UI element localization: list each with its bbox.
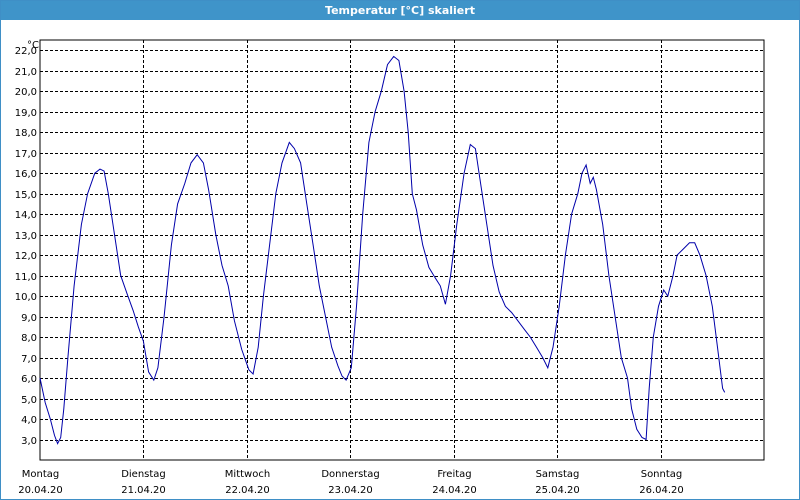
y-tick-label: 15,0 bbox=[15, 190, 37, 201]
x-axis-labels: Montag 20.04.20 Dienstag 21.04.20 Mittwoch 22… bbox=[18, 469, 684, 496]
y-tick-label: 14,0 bbox=[15, 210, 37, 221]
grid-lines bbox=[40, 40, 764, 460]
y-tick-label: 5,0 bbox=[21, 395, 37, 406]
plot-area bbox=[39, 39, 765, 461]
y-tick-label: 16,0 bbox=[15, 169, 37, 180]
y-tick-label: 4,0 bbox=[21, 415, 37, 426]
x-tick-day: Mittwoch bbox=[225, 469, 270, 480]
y-tick-label: 18,0 bbox=[15, 128, 37, 139]
y-tick-label: 20,0 bbox=[15, 87, 37, 98]
x-tick-day: Samstag bbox=[536, 469, 580, 480]
y-axis-unit: °C bbox=[27, 40, 39, 51]
window-title: Temperatur [°C] skaliert bbox=[1, 1, 799, 20]
y-tick-label: 22,0 bbox=[15, 46, 37, 57]
y-tick-label: 10,0 bbox=[15, 292, 37, 303]
y-axis-ticks: 3,0 4,0 5,0 6,0 7,0 8,0 9,0 10,0 11,0 12,0 13,0 14,… bbox=[15, 46, 37, 447]
x-tick-date: 23.04.20 bbox=[328, 485, 373, 496]
x-tick-day: Montag bbox=[22, 469, 59, 480]
x-tick-day: Dienstag bbox=[121, 469, 166, 480]
y-tick-label: 9,0 bbox=[21, 313, 37, 324]
y-tick-label: 7,0 bbox=[21, 354, 37, 365]
y-tick-label: 8,0 bbox=[21, 333, 37, 344]
x-tick-day: Donnerstag bbox=[321, 469, 379, 480]
x-tick-date: 25.04.20 bbox=[535, 485, 580, 496]
x-tick-date: 21.04.20 bbox=[121, 485, 166, 496]
x-tick-date: 24.04.20 bbox=[432, 485, 477, 496]
x-tick-date: 26.04.20 bbox=[639, 485, 684, 496]
x-tick-date: 22.04.20 bbox=[225, 485, 270, 496]
y-tick-label: 11,0 bbox=[15, 272, 37, 283]
temperature-series-line bbox=[39, 55, 726, 445]
y-tick-label: 17,0 bbox=[15, 149, 37, 160]
y-tick-label: 19,0 bbox=[15, 108, 37, 119]
y-tick-label: 6,0 bbox=[21, 374, 37, 385]
y-tick-label: 3,0 bbox=[21, 436, 37, 447]
y-tick-label: 13,0 bbox=[15, 231, 37, 242]
y-tick-label: 21,0 bbox=[15, 67, 37, 78]
x-tick-day: Sonntag bbox=[641, 469, 683, 480]
x-tick-date: 20.04.20 bbox=[18, 485, 63, 496]
y-tick-label: 12,0 bbox=[15, 251, 37, 262]
x-tick-day: Freitag bbox=[437, 469, 471, 480]
